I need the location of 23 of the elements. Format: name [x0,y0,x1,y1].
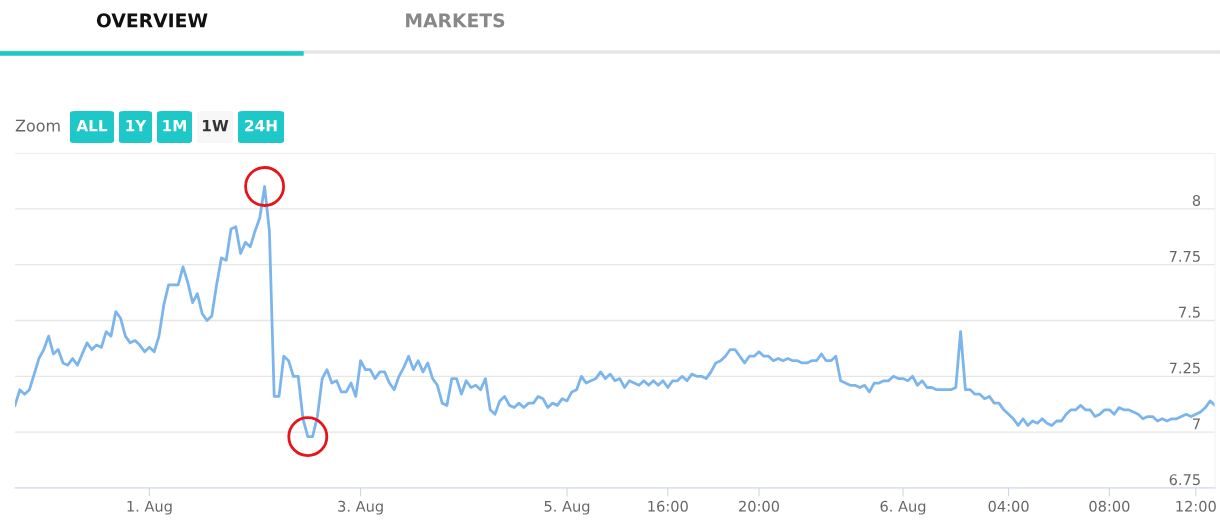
text: 1W [202,120,229,132]
x-tick-label: 04:00 [988,500,1029,512]
y-tick-label: 8 [1192,194,1201,207]
y-tick-label: 7 [1193,418,1200,430]
x-tick-label: 5. Aug [544,500,590,515]
y-tick-label: 6.75 [1169,474,1200,486]
y-tick-label: 7.75 [1169,251,1200,262]
x-tick-label: 6. Aug [880,500,926,515]
x-tick-label: 16:00 [648,500,688,512]
x-tick-label: 1. Aug [127,500,172,515]
x-tick-label: 3. Aug [338,500,383,515]
x-tick-label: 20:00 [739,500,780,512]
y-tick-label: 7.25 [1169,362,1200,374]
x-tick-label: 08:00 [1089,500,1130,512]
text: ALL [76,120,108,132]
text: OVERVIEW [96,13,208,28]
text: 1M [163,120,187,132]
text: 1Y [126,120,147,132]
text: Zoom [15,119,60,132]
text: MARKETS [406,13,505,28]
text: 24H [245,119,277,132]
x-tick-label: 12:00 [1176,500,1216,512]
y-tick-label: 7.5 [1179,306,1200,318]
